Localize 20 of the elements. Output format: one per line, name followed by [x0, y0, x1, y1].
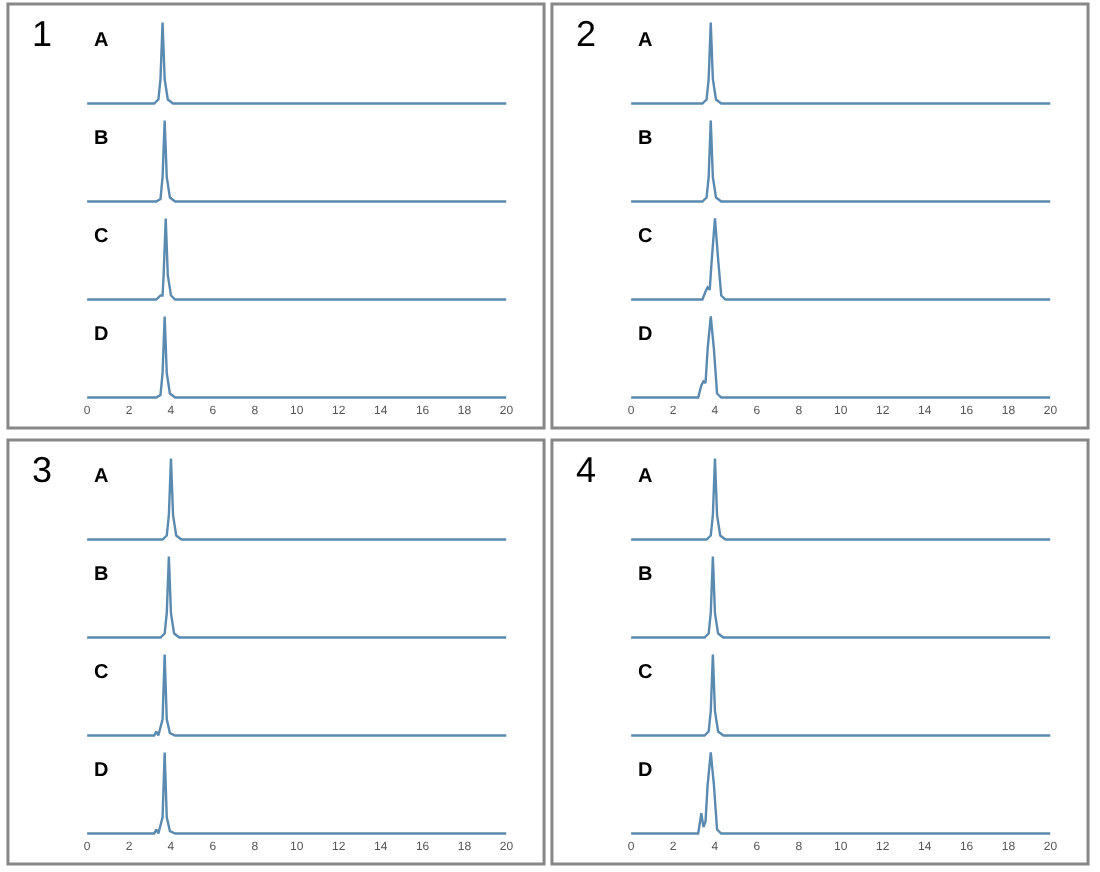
chart-title: D: [638, 760, 653, 782]
chart-title: B: [638, 564, 653, 586]
chart-title: C: [638, 662, 653, 684]
text: 4: [576, 450, 597, 490]
text: 2: [576, 14, 597, 54]
text: 1: [32, 14, 53, 54]
chart-title: D: [94, 760, 109, 782]
chart-title: D: [638, 324, 653, 346]
chart-title: C: [94, 226, 109, 248]
chart-title: C: [94, 662, 109, 684]
chart-title: A: [638, 466, 653, 488]
chart-title: A: [94, 30, 109, 52]
text: 3: [32, 450, 53, 490]
chart-title: B: [94, 564, 109, 586]
chart-title: A: [638, 30, 653, 52]
chart-title: B: [638, 128, 653, 150]
chart-title: A: [94, 466, 109, 488]
chart-title: B: [94, 128, 109, 150]
chart-title: C: [638, 226, 653, 248]
chart-title: D: [94, 324, 109, 346]
